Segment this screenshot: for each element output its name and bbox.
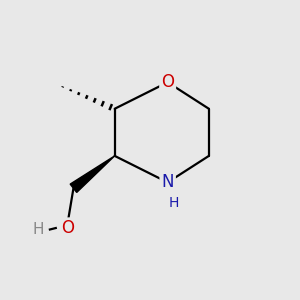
Text: O: O — [161, 73, 174, 91]
Text: H: H — [32, 222, 44, 237]
Text: O: O — [61, 219, 74, 237]
Polygon shape — [70, 156, 115, 192]
Text: H: H — [168, 196, 179, 210]
Text: N: N — [161, 173, 174, 191]
